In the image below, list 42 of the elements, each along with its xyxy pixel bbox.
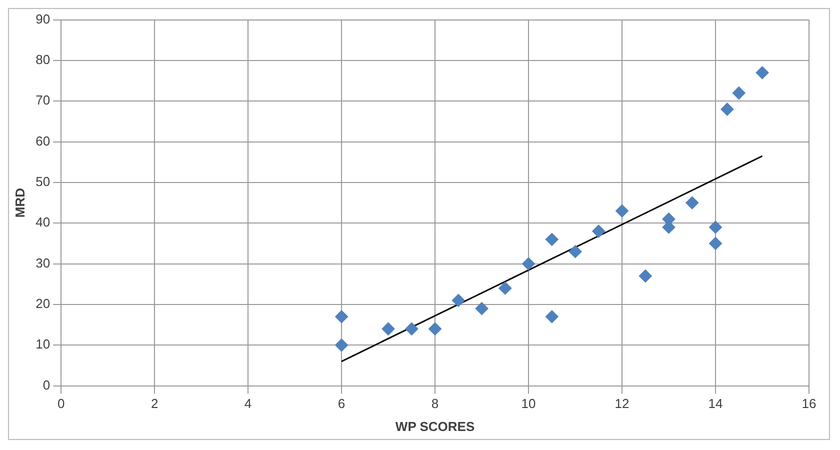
point — [720, 102, 734, 116]
x-tick-label: 14 — [708, 396, 723, 412]
y-tick-label: 0 — [42, 377, 50, 392]
point — [709, 220, 722, 234]
y-tick-label: 80 — [36, 52, 50, 68]
point — [382, 322, 395, 336]
x-axis-title: WP SCORES — [395, 418, 475, 434]
y-tick-label: 30 — [36, 255, 50, 270]
point — [335, 338, 348, 352]
point — [498, 282, 512, 295]
y-tick-label: 10 — [36, 336, 50, 352]
x-tick-label: 2 — [150, 396, 158, 412]
x-tick-label: 12 — [614, 396, 630, 412]
point — [638, 270, 652, 282]
point — [568, 245, 582, 258]
y-tick-label: 40 — [36, 214, 50, 230]
point — [428, 322, 442, 336]
x-tick-label: 10 — [521, 396, 536, 412]
point — [475, 302, 488, 316]
x-tick-label: 6 — [338, 396, 346, 412]
x-tick-label: 0 — [57, 396, 65, 412]
point — [522, 257, 536, 270]
y-tick-label: 20 — [36, 296, 50, 312]
point — [732, 86, 746, 100]
y-tick-label: 50 — [36, 174, 50, 190]
point — [452, 294, 465, 307]
point — [616, 204, 629, 218]
point — [756, 66, 769, 80]
x-tick-label: 16 — [802, 396, 816, 412]
y-tick-label: 90 — [36, 11, 50, 26]
point — [686, 196, 699, 210]
y-tick-label: 70 — [36, 92, 50, 108]
x-tick-label: 4 — [244, 396, 252, 412]
x-tick-label: 8 — [431, 396, 439, 412]
y-axis-title: MRD — [12, 188, 28, 218]
point — [592, 224, 606, 238]
point — [545, 232, 558, 246]
point — [545, 310, 558, 324]
point — [405, 322, 418, 336]
point — [709, 236, 722, 250]
point — [335, 310, 348, 324]
y-tick-label: 60 — [36, 133, 50, 148]
